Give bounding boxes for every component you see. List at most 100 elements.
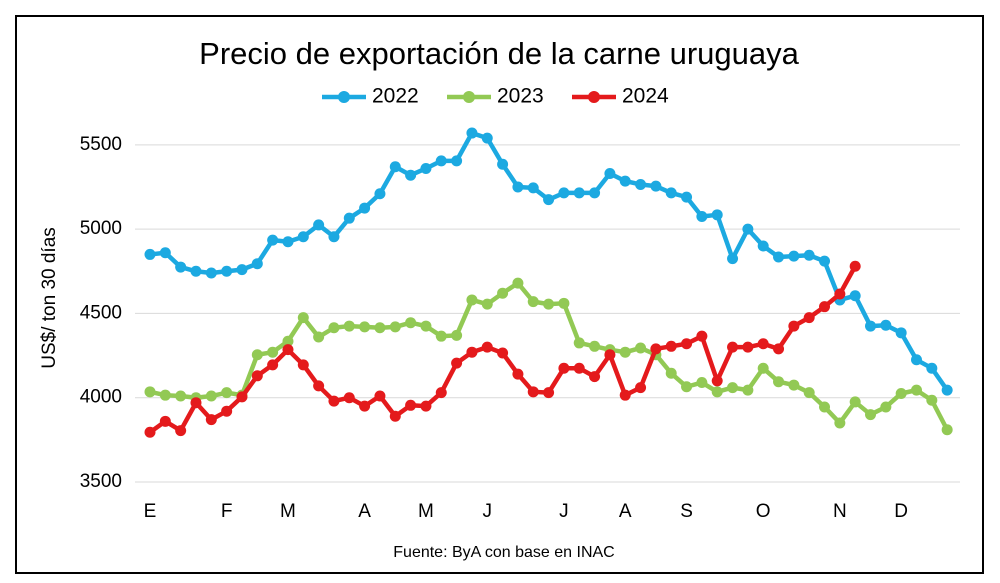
data-point <box>389 161 401 173</box>
data-point <box>512 368 524 380</box>
legend-marker <box>338 91 350 103</box>
data-point <box>374 322 386 334</box>
data-point <box>650 180 662 192</box>
data-point <box>742 223 754 235</box>
data-point <box>205 390 217 402</box>
data-point <box>389 321 401 333</box>
data-point <box>144 386 156 398</box>
y-axis-label: US$/ ton 30 días <box>39 227 60 369</box>
data-point <box>374 390 386 402</box>
legend-marker <box>463 91 475 103</box>
data-point <box>589 187 601 199</box>
data-point <box>527 296 539 308</box>
data-point <box>527 182 539 194</box>
data-point <box>420 400 432 412</box>
data-point <box>543 298 555 310</box>
data-point <box>343 392 355 404</box>
data-point <box>650 343 662 355</box>
data-point <box>466 346 478 358</box>
data-point <box>834 417 846 429</box>
x-tick-label: E <box>144 501 157 522</box>
data-point <box>282 335 294 347</box>
data-point <box>297 312 309 324</box>
x-tick-label: M <box>280 501 296 522</box>
data-point <box>803 249 815 261</box>
data-point <box>144 248 156 260</box>
data-point <box>313 331 325 343</box>
y-tick-label: 4000 <box>80 387 122 408</box>
data-point <box>742 384 754 396</box>
data-point <box>527 386 539 398</box>
data-point <box>543 387 555 399</box>
data-point <box>665 340 677 352</box>
data-point <box>742 341 754 353</box>
data-point <box>512 181 524 193</box>
data-point <box>941 424 953 436</box>
data-point <box>849 290 861 302</box>
x-tick-label: S <box>680 501 693 522</box>
data-point <box>819 401 831 413</box>
data-point <box>773 343 785 355</box>
data-point <box>711 209 723 221</box>
data-point <box>159 415 171 427</box>
data-point <box>175 425 187 437</box>
data-point <box>788 320 800 332</box>
data-point <box>573 187 585 199</box>
legend-label: 2024 <box>622 85 669 108</box>
data-point <box>619 175 631 187</box>
data-point <box>941 384 953 396</box>
data-point <box>558 187 570 199</box>
data-point <box>665 187 677 199</box>
chart-title: Precio de exportación de la carne urugua… <box>199 36 799 71</box>
data-point <box>205 414 217 426</box>
data-point <box>849 260 861 272</box>
data-point <box>389 410 401 422</box>
data-point <box>159 247 171 259</box>
data-point <box>328 395 340 407</box>
data-point <box>221 387 233 399</box>
data-point <box>466 294 478 306</box>
x-tick-label: A <box>358 501 371 522</box>
data-point <box>757 338 769 350</box>
data-point <box>727 253 739 265</box>
data-point <box>911 354 922 366</box>
data-point <box>497 287 509 299</box>
x-tick-label: J <box>483 501 493 522</box>
data-point <box>619 389 631 401</box>
data-point <box>543 194 555 206</box>
data-point <box>497 158 509 170</box>
data-point <box>451 329 463 341</box>
data-point <box>420 162 432 174</box>
data-point <box>895 327 907 339</box>
data-point <box>681 191 693 203</box>
data-point <box>834 288 846 300</box>
data-point <box>435 387 447 399</box>
data-point <box>359 400 371 412</box>
data-point <box>282 344 294 356</box>
data-point <box>589 371 601 383</box>
data-point <box>359 321 371 333</box>
data-point <box>681 381 693 393</box>
legend-label: 2023 <box>497 85 544 108</box>
data-point <box>313 380 325 392</box>
data-point <box>727 382 739 394</box>
data-point <box>251 349 263 361</box>
data-point <box>405 399 417 411</box>
data-point <box>175 261 187 273</box>
x-tick-label: F <box>221 501 233 522</box>
data-point <box>512 277 524 289</box>
data-point <box>819 301 831 313</box>
data-point <box>635 342 647 354</box>
data-point <box>604 349 616 361</box>
data-point <box>865 320 877 332</box>
data-point <box>190 265 202 277</box>
data-point <box>328 231 340 243</box>
y-tick-label: 3500 <box>80 471 122 492</box>
data-point <box>481 132 493 144</box>
x-tick-label: M <box>418 501 434 522</box>
data-point <box>328 322 340 334</box>
data-point <box>681 338 693 350</box>
data-point <box>803 387 815 399</box>
data-point <box>267 346 279 358</box>
data-point <box>251 258 263 270</box>
